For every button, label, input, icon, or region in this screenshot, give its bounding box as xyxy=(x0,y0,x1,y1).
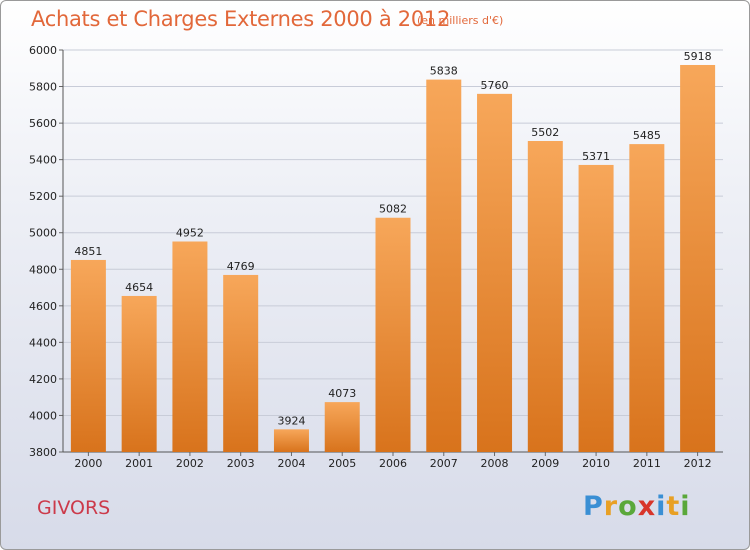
y-tick-label: 5400 xyxy=(29,154,57,167)
x-tick-label: 2007 xyxy=(430,457,458,470)
bar xyxy=(324,402,360,452)
bar-value-label: 5918 xyxy=(684,50,712,63)
x-tick-label: 2011 xyxy=(633,457,661,470)
logo-letter: x xyxy=(637,491,657,522)
bar-value-label: 5760 xyxy=(481,79,509,92)
logo-letter: o xyxy=(618,491,638,522)
bar-value-label: 5502 xyxy=(531,126,559,139)
bar-value-label: 5082 xyxy=(379,203,407,216)
bar-value-label: 5371 xyxy=(582,150,610,163)
bar xyxy=(375,217,411,452)
bar-value-label: 4073 xyxy=(328,387,356,400)
logo-letter: t xyxy=(666,491,681,522)
x-tick-label: 2004 xyxy=(277,457,305,470)
y-tick-label: 4000 xyxy=(29,409,57,422)
y-tick-label: 5800 xyxy=(29,81,57,94)
bar-value-label: 3924 xyxy=(277,414,305,427)
bar xyxy=(527,140,563,453)
y-tick-label: 5600 xyxy=(29,117,57,130)
bar xyxy=(273,429,309,452)
y-tick-label: 4800 xyxy=(29,263,57,276)
x-tick-label: 2005 xyxy=(328,457,356,470)
x-tick-label: 2001 xyxy=(125,457,153,470)
y-tick-label: 5000 xyxy=(29,227,57,240)
bar xyxy=(121,295,157,452)
x-tick-label: 2006 xyxy=(379,457,407,470)
y-tick-label: 4600 xyxy=(29,300,57,313)
x-tick-label: 2012 xyxy=(684,457,712,470)
x-tick-label: 2010 xyxy=(582,457,610,470)
bar xyxy=(477,93,513,452)
bar-value-label: 4769 xyxy=(227,260,255,273)
city-name: GIVORS xyxy=(37,497,111,519)
bar-value-label: 5485 xyxy=(633,129,661,142)
chart-title: Achats et Charges Externes 2000 à 2012 xyxy=(31,7,451,31)
x-tick-label: 2000 xyxy=(74,457,102,470)
bar xyxy=(172,241,208,452)
y-tick-label: 5200 xyxy=(29,190,57,203)
bar xyxy=(680,64,716,452)
y-tick-label: 6000 xyxy=(29,44,57,57)
bar-value-label: 5838 xyxy=(430,65,458,78)
y-tick-label: 4400 xyxy=(29,336,57,349)
bar xyxy=(578,164,614,452)
x-tick-label: 2009 xyxy=(531,457,559,470)
logo-letter: r xyxy=(603,491,619,522)
bar-value-label: 4952 xyxy=(176,226,204,239)
proxiti-logo: Proxiti xyxy=(583,491,691,522)
bar xyxy=(426,79,462,453)
bar-value-label: 4654 xyxy=(125,281,153,294)
chart-subtitle: (en milliers d'€) xyxy=(417,14,504,27)
bar xyxy=(70,259,106,452)
logo-letter: P xyxy=(583,491,604,522)
logo-letter: i xyxy=(680,491,691,522)
y-tick-label: 3800 xyxy=(29,446,57,459)
x-tick-label: 2003 xyxy=(227,457,255,470)
x-tick-label: 2002 xyxy=(176,457,204,470)
y-tick-label: 4200 xyxy=(29,373,57,386)
bar-value-label: 4851 xyxy=(74,245,102,258)
x-tick-label: 2008 xyxy=(481,457,509,470)
bar xyxy=(629,144,665,452)
logo-letter: i xyxy=(656,491,667,522)
bar xyxy=(223,274,259,452)
